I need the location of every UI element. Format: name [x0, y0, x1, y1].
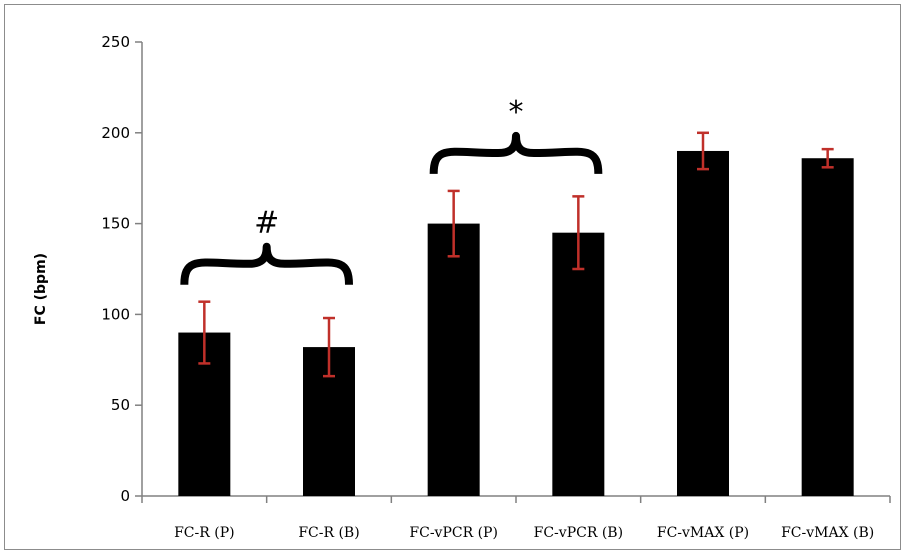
significance-marker: # — [254, 206, 279, 241]
significance-marker: * — [509, 95, 524, 130]
bar — [677, 150, 729, 496]
bars — [178, 150, 854, 496]
x-tick-label: FC-vMAX (B) — [781, 525, 874, 541]
significance-annotation: * — [429, 95, 603, 175]
chart-frame: 0 50 100 150 200 250 FC-R (P) FC-R (B) FC-vPCR … — [4, 4, 901, 550]
x-tick-label: FC-R (B) — [298, 525, 359, 541]
significance-annotation: # — [180, 206, 353, 285]
y-tick-label: 50 — [111, 396, 130, 414]
error-bar — [821, 147, 834, 169]
error-bar — [572, 195, 585, 271]
error-bars — [198, 131, 834, 378]
bar-chart: 0 50 100 150 200 250 FC-R (P) FC-R (B) FC-vPCR … — [33, 33, 891, 541]
y-axis-label: FC (bpm) — [33, 253, 49, 325]
annotations: #* — [180, 95, 603, 285]
error-bar — [447, 189, 460, 258]
x-tick-label: FC-R (P) — [174, 525, 235, 541]
x-tick-label: FC-vPCR (B) — [534, 525, 623, 541]
bar — [801, 158, 854, 496]
brace-shape — [429, 131, 603, 175]
x-tick-label: FC-vMAX (P) — [657, 525, 749, 541]
error-bar — [323, 316, 335, 378]
y-ticks: 0 50 100 150 200 250 — [101, 33, 142, 505]
x-tick-label: FC-vPCR (P) — [409, 525, 498, 541]
error-bar — [697, 131, 709, 171]
y-tick-label: 250 — [101, 33, 130, 51]
bar — [552, 232, 605, 496]
bar — [427, 223, 480, 496]
y-tick-label: 200 — [101, 124, 130, 142]
x-ticks: FC-R (P) FC-R (B) FC-vPCR (P) FC-vPCR (B) FC… — [141, 496, 891, 541]
y-tick-label: 0 — [120, 487, 130, 505]
brace-shape — [180, 242, 353, 285]
y-tick-label: 100 — [101, 305, 130, 323]
error-bar — [198, 300, 211, 365]
y-tick-label: 150 — [101, 215, 130, 233]
